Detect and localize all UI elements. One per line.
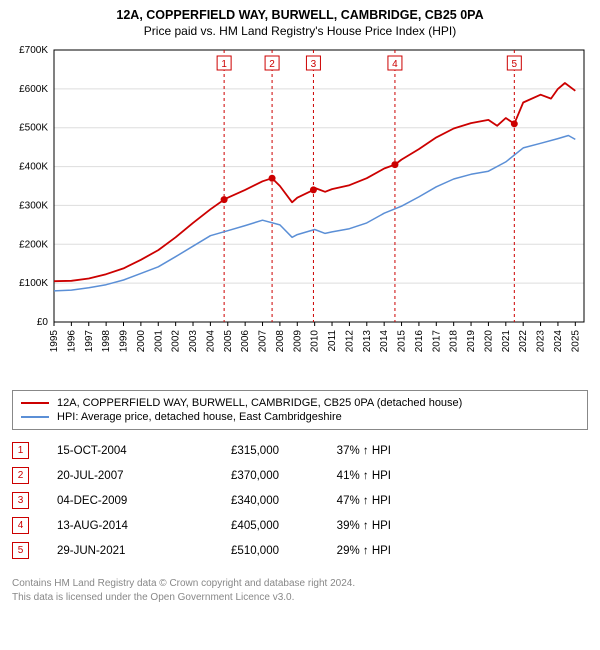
svg-text:£100K: £100K bbox=[19, 278, 48, 289]
table-row: 3 04-DEC-2009 £340,000 47% ↑ HPI bbox=[12, 488, 588, 513]
legend-label-hpi: HPI: Average price, detached house, East… bbox=[57, 411, 342, 423]
svg-text:2016: 2016 bbox=[414, 330, 425, 353]
legend-item-hpi: HPI: Average price, detached house, East… bbox=[21, 410, 579, 424]
svg-text:1996: 1996 bbox=[66, 330, 77, 353]
row-num-box: 1 bbox=[12, 442, 29, 459]
legend-swatch-property bbox=[21, 402, 49, 404]
svg-text:2021: 2021 bbox=[501, 330, 512, 353]
footer-attribution: Contains HM Land Registry data © Crown c… bbox=[12, 577, 588, 604]
chart-svg: £0 £100K £200K £300K £400K £500K £600K £700K 199… bbox=[10, 44, 590, 384]
svg-text:2024: 2024 bbox=[553, 330, 564, 353]
row-date: 20-JUL-2007 bbox=[57, 470, 167, 482]
svg-text:4: 4 bbox=[392, 59, 398, 70]
svg-text:2012: 2012 bbox=[344, 330, 355, 353]
row-pct: 29% ↑ HPI bbox=[301, 545, 391, 557]
row-num-box: 3 bbox=[12, 492, 29, 509]
table-row: 5 29-JUN-2021 £510,000 29% ↑ HPI bbox=[12, 538, 588, 563]
transactions-table: 1 15-OCT-2004 £315,000 37% ↑ HPI 2 20-JU… bbox=[12, 438, 588, 563]
svg-text:2011: 2011 bbox=[327, 330, 338, 352]
svg-text:1998: 1998 bbox=[101, 330, 112, 353]
svg-text:2002: 2002 bbox=[171, 330, 182, 353]
table-row: 2 20-JUL-2007 £370,000 41% ↑ HPI bbox=[12, 463, 588, 488]
svg-text:1997: 1997 bbox=[84, 330, 95, 353]
svg-text:2004: 2004 bbox=[205, 330, 216, 353]
svg-text:2007: 2007 bbox=[258, 330, 269, 353]
svg-text:1995: 1995 bbox=[49, 330, 60, 353]
svg-text:2: 2 bbox=[269, 59, 275, 70]
svg-text:2022: 2022 bbox=[518, 330, 529, 353]
svg-text:2013: 2013 bbox=[362, 330, 373, 353]
row-pct: 37% ↑ HPI bbox=[301, 445, 391, 457]
svg-text:2008: 2008 bbox=[275, 330, 286, 353]
row-num-box: 5 bbox=[12, 542, 29, 559]
svg-text:£500K: £500K bbox=[19, 123, 48, 134]
row-price: £315,000 bbox=[189, 445, 279, 457]
svg-text:2023: 2023 bbox=[536, 330, 547, 353]
svg-text:2025: 2025 bbox=[570, 330, 581, 353]
row-date: 29-JUN-2021 bbox=[57, 545, 167, 557]
svg-text:2005: 2005 bbox=[223, 330, 234, 353]
svg-text:5: 5 bbox=[512, 59, 518, 70]
row-date: 04-DEC-2009 bbox=[57, 495, 167, 507]
svg-text:£300K: £300K bbox=[19, 200, 48, 211]
svg-text:£200K: £200K bbox=[19, 239, 48, 250]
row-price: £340,000 bbox=[189, 495, 279, 507]
svg-text:2010: 2010 bbox=[310, 330, 321, 353]
svg-text:2001: 2001 bbox=[153, 330, 164, 353]
svg-text:2003: 2003 bbox=[188, 330, 199, 353]
legend-label-property: 12A, COPPERFIELD WAY, BURWELL, CAMBRIDGE… bbox=[57, 397, 462, 409]
svg-text:2020: 2020 bbox=[483, 330, 494, 353]
svg-text:2018: 2018 bbox=[449, 330, 460, 353]
page-subtitle: Price paid vs. HM Land Registry's House … bbox=[10, 24, 590, 38]
footer-line: This data is licensed under the Open Gov… bbox=[12, 591, 588, 605]
svg-text:£700K: £700K bbox=[19, 45, 48, 56]
footer-line: Contains HM Land Registry data © Crown c… bbox=[12, 577, 588, 591]
legend: 12A, COPPERFIELD WAY, BURWELL, CAMBRIDGE… bbox=[12, 390, 588, 430]
row-date: 13-AUG-2014 bbox=[57, 520, 167, 532]
svg-text:2019: 2019 bbox=[466, 330, 477, 353]
svg-text:£0: £0 bbox=[37, 317, 49, 328]
table-row: 1 15-OCT-2004 £315,000 37% ↑ HPI bbox=[12, 438, 588, 463]
svg-text:£600K: £600K bbox=[19, 84, 48, 95]
row-pct: 39% ↑ HPI bbox=[301, 520, 391, 532]
svg-text:£400K: £400K bbox=[19, 162, 48, 173]
row-date: 15-OCT-2004 bbox=[57, 445, 167, 457]
svg-text:2014: 2014 bbox=[379, 330, 390, 353]
row-pct: 41% ↑ HPI bbox=[301, 470, 391, 482]
svg-text:2006: 2006 bbox=[240, 330, 251, 353]
row-price: £510,000 bbox=[189, 545, 279, 557]
svg-text:1999: 1999 bbox=[119, 330, 130, 353]
svg-text:2015: 2015 bbox=[397, 330, 408, 353]
row-num-box: 4 bbox=[12, 517, 29, 534]
row-num-box: 2 bbox=[12, 467, 29, 484]
table-row: 4 13-AUG-2014 £405,000 39% ↑ HPI bbox=[12, 513, 588, 538]
svg-text:3: 3 bbox=[311, 59, 317, 70]
svg-text:1: 1 bbox=[221, 59, 227, 70]
row-price: £370,000 bbox=[189, 470, 279, 482]
legend-item-property: 12A, COPPERFIELD WAY, BURWELL, CAMBRIDGE… bbox=[21, 396, 579, 410]
svg-text:2000: 2000 bbox=[136, 330, 147, 353]
price-chart: £0 £100K £200K £300K £400K £500K £600K £700K 199… bbox=[10, 44, 590, 384]
svg-text:2017: 2017 bbox=[431, 330, 442, 353]
svg-text:2009: 2009 bbox=[292, 330, 303, 353]
page-title: 12A, COPPERFIELD WAY, BURWELL, CAMBRIDGE… bbox=[10, 8, 590, 22]
row-pct: 47% ↑ HPI bbox=[301, 495, 391, 507]
row-price: £405,000 bbox=[189, 520, 279, 532]
page-container: 12A, COPPERFIELD WAY, BURWELL, CAMBRIDGE… bbox=[0, 0, 600, 610]
legend-swatch-hpi bbox=[21, 416, 49, 418]
